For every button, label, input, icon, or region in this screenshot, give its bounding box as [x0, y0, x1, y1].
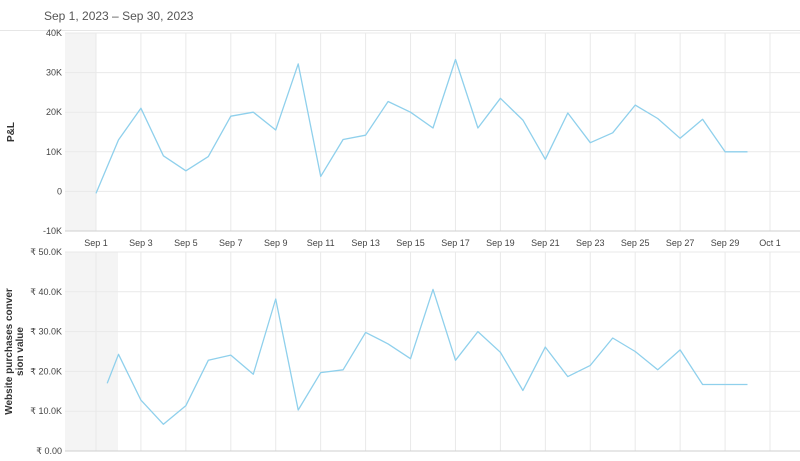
date-range-label: Sep 1, 2023 – Sep 30, 2023	[44, 9, 194, 23]
x-tick-label: Oct 1	[759, 238, 781, 248]
chart-2-y-axis-title: sion value	[15, 327, 26, 376]
chart-2-series-line	[106, 288, 748, 425]
x-tick-label: Sep 23	[576, 238, 605, 248]
x-tick-label: Sep 25	[621, 238, 650, 248]
x-tick-label: Sep 19	[486, 238, 515, 248]
x-tick-label: Sep 15	[396, 238, 425, 248]
chart-2-ytick-label: ₹ 10.0K	[30, 406, 62, 416]
chart-1-y-axis-title: P&L	[6, 122, 17, 142]
x-tick-label: Sep 11	[307, 238, 335, 248]
chart-2-ytick-label: ₹ 50.0K	[30, 247, 62, 257]
chart-1-ytick-label: 20K	[46, 107, 62, 117]
chart-1-ytick-label: 10K	[46, 147, 62, 157]
chart-2-ytick-label: ₹ 20.0K	[30, 366, 62, 376]
chart-2-ytick-label: ₹ 30.0K	[30, 327, 62, 337]
x-tick-label: Sep 1	[84, 238, 108, 248]
chart-1-ytick-label: -10K	[43, 226, 62, 236]
x-tick-label: Sep 27	[666, 238, 695, 248]
chart-1-ytick-label: 30K	[46, 68, 62, 78]
header-divider	[0, 30, 800, 31]
chart-2-shaded-region	[65, 252, 118, 451]
x-tick-label: Sep 17	[441, 238, 470, 248]
chart-2-y-axis-title: Website purchases conver	[4, 288, 15, 415]
chart-2-ytick-label: ₹ 0.00	[36, 446, 62, 456]
chart-1-ytick-label: 40K	[46, 28, 62, 38]
chart-1-series-line	[95, 58, 748, 194]
x-tick-label: Sep 29	[711, 238, 740, 248]
x-tick-label: Sep 7	[219, 238, 243, 248]
chart-2-ytick-label: ₹ 40.0K	[30, 287, 62, 297]
x-tick-label: Sep 21	[531, 238, 560, 248]
chart-1-shaded-region	[65, 33, 96, 231]
x-tick-label: Sep 5	[174, 238, 198, 248]
x-tick-label: Sep 3	[129, 238, 153, 248]
x-tick-label: Sep 13	[351, 238, 380, 248]
chart-1-ytick-label: 0	[57, 186, 62, 196]
x-tick-label: Sep 9	[264, 238, 288, 248]
